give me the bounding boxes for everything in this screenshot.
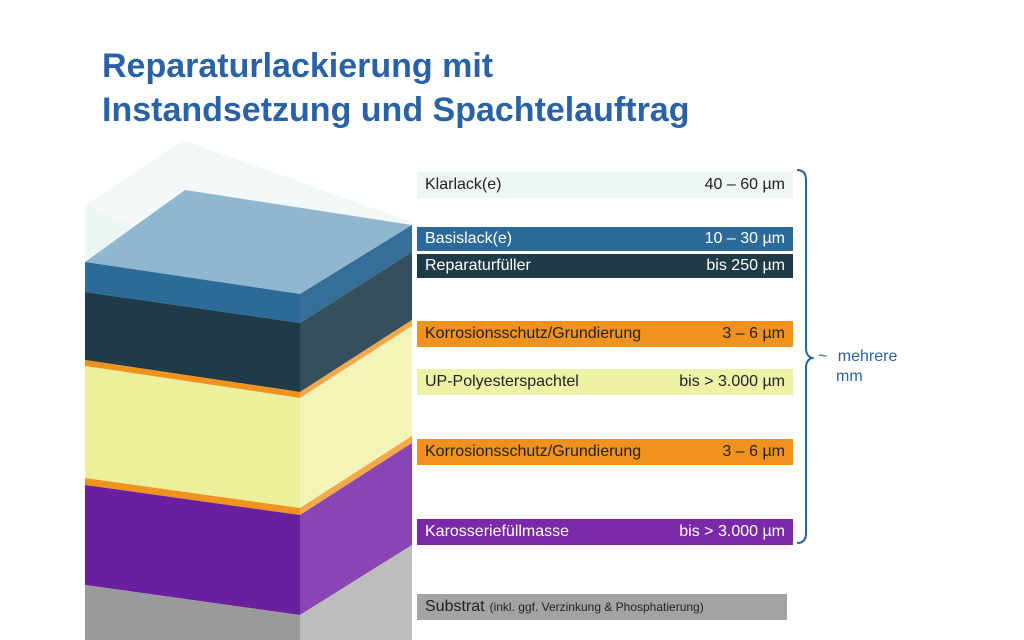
layer-thickness: bis 250 µm: [706, 257, 785, 274]
korrosion1-layer-front: [85, 360, 300, 398]
basislack-layer-top: [85, 190, 412, 294]
basislack-layer-front: [85, 262, 300, 323]
layer-name: Klarlack(e): [425, 176, 502, 193]
layer-label-substrat: Substrat (inkl. ggf. Verzinkung & Phosph…: [417, 594, 787, 620]
page-title: Reparaturlackierung mit Instandsetzung u…: [102, 44, 689, 132]
brace-tilde: ~: [818, 348, 828, 365]
layer-thickness: 10 – 30 µm: [704, 230, 785, 247]
reparaturfueller-layer-front: [85, 292, 300, 392]
thickness-brace: [796, 169, 816, 544]
layer-name: Korrosionsschutz/Grundierung: [425, 443, 642, 460]
layer-name: Reparaturfüller: [425, 257, 531, 274]
layer-thickness: bis > 3.000 µm: [679, 373, 785, 390]
layer-name-note: (inkl. ggf. Verzinkung & Phosphatierung): [489, 600, 704, 614]
layer-label-korrosion1: Korrosionsschutz/Grundierung 3 – 6 µm: [417, 321, 793, 347]
layer-label-klarlack: Klarlack(e) 40 – 60 µm: [417, 172, 793, 198]
layer-name: Karosseriefüllmasse: [425, 523, 570, 540]
layer-label-basislack: Basislack(e) 10 – 30 µm: [417, 227, 793, 251]
korrosion2-layer-front: [85, 478, 300, 515]
layer-label-korrosion2: Korrosionsschutz/Grundierung 3 – 6 µm: [417, 439, 793, 465]
brace-annotation: ~ mehrere mm: [818, 347, 897, 387]
karosseriefuellmasse-layer-side: [300, 443, 412, 615]
layer-thickness: 40 – 60 µm: [704, 176, 785, 193]
polyesterspachtel-layer-side: [300, 326, 412, 508]
brace-line-1: mehrere: [837, 348, 898, 365]
layer-name: UP-Polyesterspachtel: [425, 373, 579, 390]
basislack-layer-side: [300, 225, 412, 323]
korrosion1-layer-side: [300, 320, 412, 398]
layer-label-karosseriefuellmasse: Karosseriefüllmasse bis > 3.000 µm: [417, 519, 793, 545]
substrat-layer-front: [85, 585, 300, 640]
layer-thickness: 3 – 6 µm: [722, 325, 785, 342]
layer-thickness: bis > 3.000 µm: [679, 523, 785, 540]
reparaturfueller-layer-side: [300, 252, 412, 392]
title-line-2: Instandsetzung und Spachtelauftrag: [102, 91, 690, 129]
title-line-1: Reparaturlackierung mit: [102, 47, 494, 85]
layer-label-polyesterspachtel: UP-Polyesterspachtel bis > 3.000 µm: [417, 369, 793, 395]
layer-name: Substrat: [425, 598, 485, 615]
layer-name: Basislack(e): [425, 230, 513, 247]
brace-line-2: mm: [836, 368, 863, 385]
substrat-layer-side: [300, 545, 412, 640]
karosseriefuellmasse-layer-front: [85, 485, 300, 615]
korrosion2-layer-side: [300, 436, 412, 515]
layer-name: Korrosionsschutz/Grundierung: [425, 325, 642, 342]
polyesterspachtel-layer-front: [85, 366, 300, 508]
layer-label-reparaturfueller: Reparaturfüller bis 250 µm: [417, 254, 793, 278]
layer-thickness: 3 – 6 µm: [722, 443, 785, 460]
